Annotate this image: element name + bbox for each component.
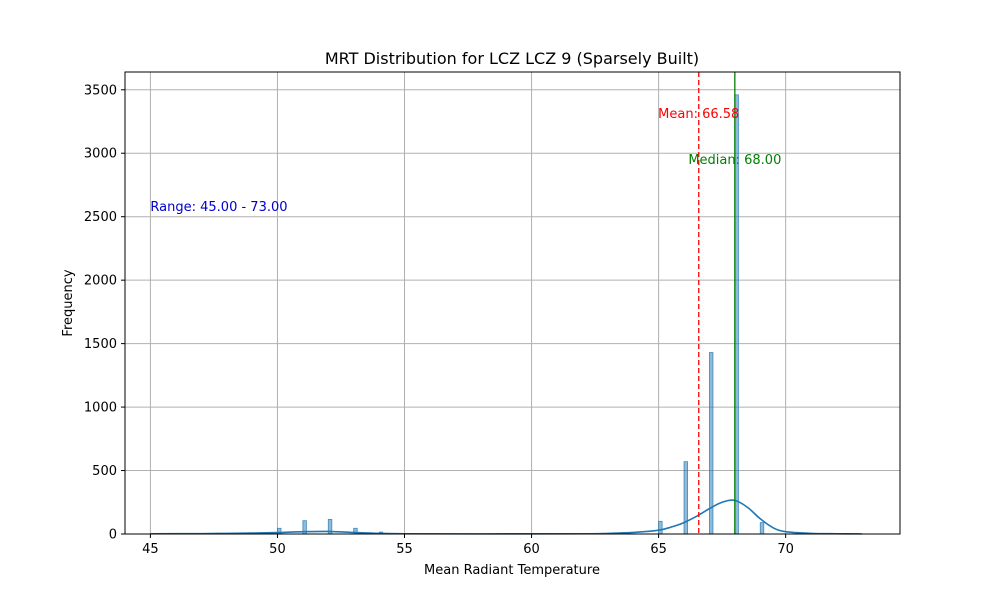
kde-curve xyxy=(150,499,862,535)
x-tick-label: 65 xyxy=(650,542,667,557)
x-tick-label: 60 xyxy=(523,542,540,557)
mean-label: Mean: 66.58 xyxy=(658,107,739,122)
median-label: Median: 68.00 xyxy=(688,153,781,168)
histogram-bar xyxy=(759,522,765,535)
y-axis-label: Frequency xyxy=(61,269,76,336)
grid xyxy=(125,72,900,535)
histogram-bar xyxy=(658,520,663,535)
x-tick-label: 50 xyxy=(269,542,286,557)
reference-lines xyxy=(698,72,736,534)
y-axis-ticks: 0 500 1000 1500 2000 2500 3000 3500 xyxy=(84,83,125,543)
x-tick-label: 55 xyxy=(396,542,413,557)
y-tick-label: 1500 xyxy=(84,337,117,352)
x-axis-ticks: 45 50 55 60 65 70 xyxy=(142,534,794,557)
x-tick-label: 70 xyxy=(777,542,794,557)
y-tick-label: 2000 xyxy=(84,274,117,289)
y-tick-label: 3500 xyxy=(84,83,117,98)
y-tick-label: 2500 xyxy=(84,210,117,225)
y-tick-label: 500 xyxy=(92,464,117,479)
plot-frame xyxy=(124,71,901,535)
annotations: Mean: 66.58 Median: 68.00 Range: 45.00 - 7… xyxy=(150,107,781,215)
range-annotation: Range: 45.00 - 73.00 xyxy=(150,200,287,215)
chart-title: MRT Distribution for LCZ LCZ 9 (Sparsely… xyxy=(325,49,699,68)
x-tick-label: 45 xyxy=(142,542,159,557)
x-axis-label: Mean Radiant Temperature xyxy=(424,563,600,578)
y-tick-label: 3000 xyxy=(84,147,117,162)
y-tick-label: 0 xyxy=(109,528,117,543)
kde-curve-layer xyxy=(150,499,862,535)
y-tick-label: 1000 xyxy=(84,401,117,416)
